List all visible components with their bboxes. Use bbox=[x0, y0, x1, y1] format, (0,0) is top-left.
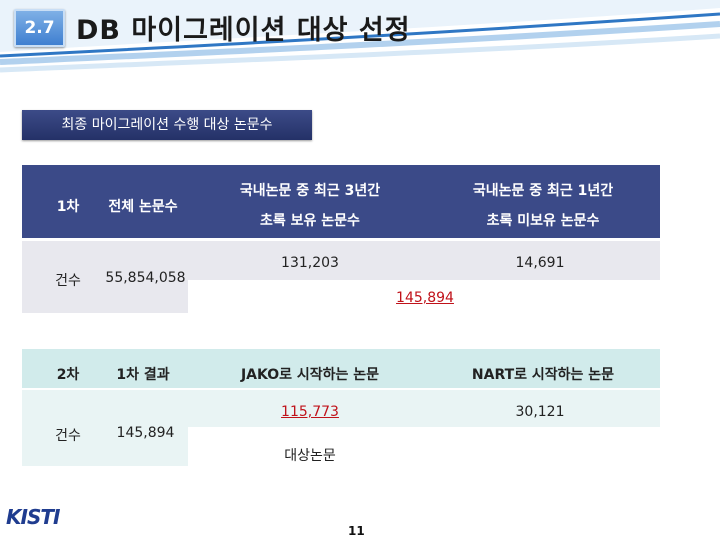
kisti-logo: KISTI bbox=[6, 505, 60, 529]
table1-sum-area bbox=[188, 280, 660, 313]
table1-domestic-1y-value: 14,691 bbox=[515, 255, 565, 271]
table2-target-label: 대상논문 bbox=[284, 448, 336, 464]
table1-total-value: 55,854,058 bbox=[105, 270, 186, 286]
table2-nart-value: 30,121 bbox=[515, 404, 565, 420]
table1-total-header: 전체 논문수 bbox=[108, 199, 178, 215]
table2-row-label: 건수 bbox=[55, 428, 81, 444]
table2-jako-value: 115,773 bbox=[281, 404, 339, 420]
table1-row-label: 건수 bbox=[55, 273, 81, 289]
table2-stage-header: 2차 bbox=[56, 367, 80, 383]
table1-domestic-3y-value: 131,203 bbox=[281, 255, 339, 271]
table1-sum-value: 145,894 bbox=[396, 290, 454, 306]
table1-stage-header: 1차 bbox=[56, 199, 80, 215]
table1-domestic-3y-header-line1: 국내논문 중 최근 3년간 bbox=[239, 183, 381, 199]
section-label: 최종 마이그레이션 수행 대상 논문수 bbox=[22, 110, 312, 140]
page-number: 11 bbox=[348, 524, 365, 538]
table2-result-header: 1차 결과 bbox=[116, 367, 170, 383]
table2-nart-header: NART로 시작하는 논문 bbox=[471, 367, 615, 383]
table1-domestic-1y-header-line1: 국내논문 중 최근 1년간 bbox=[472, 183, 614, 199]
page-title: DB 마이그레이션 대상 선정 bbox=[76, 15, 411, 46]
kisti-logo-text: KISTI bbox=[6, 505, 60, 529]
table1-domestic-1y-header-line2: 초록 미보유 논문수 bbox=[486, 213, 600, 229]
table2-target-area bbox=[188, 427, 660, 466]
table2-result-value: 145,894 bbox=[116, 425, 175, 441]
table1-header-row bbox=[22, 165, 660, 238]
table2-header-row bbox=[22, 349, 660, 388]
section-number-badge: 2.7 bbox=[14, 9, 65, 47]
table1-domestic-3y-header-line2: 초록 보유 논문수 bbox=[260, 213, 360, 229]
table2-jako-header: JAKO로 시작하는 논문 bbox=[240, 367, 380, 383]
